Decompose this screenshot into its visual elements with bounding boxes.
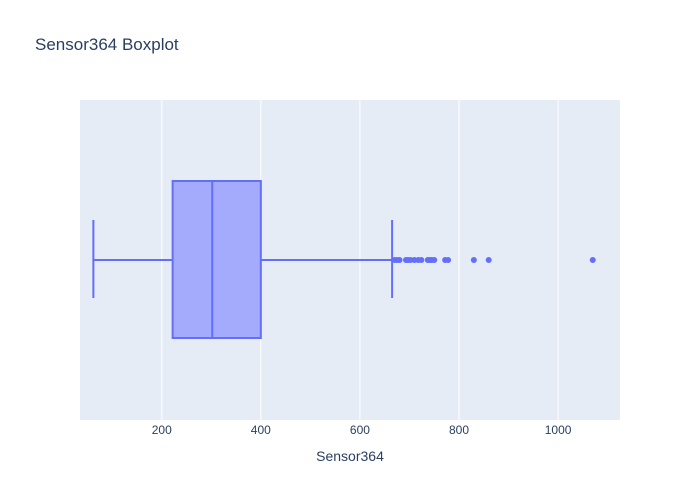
box-trace[interactable]	[92, 180, 394, 339]
outlier-point	[589, 257, 596, 263]
x-tick-labels: 200 400 600 800 1000	[152, 423, 572, 437]
x-axis-label: Sensor364	[316, 448, 384, 464]
x-tick-400: 400	[251, 423, 271, 437]
x-tick-1000: 1000	[545, 423, 572, 437]
outlier-point	[418, 257, 425, 263]
outlier-point	[396, 257, 403, 263]
chart-title: Sensor364 Boxplot	[35, 35, 179, 54]
outlier-point	[470, 257, 477, 263]
iqr-box	[171, 180, 262, 339]
outlier-point	[431, 257, 438, 263]
x-tick-800: 800	[449, 423, 469, 437]
outlier-point	[445, 257, 452, 263]
outlier-point	[485, 257, 492, 263]
x-tick-600: 600	[350, 423, 370, 437]
outlier-points[interactable]	[391, 257, 596, 263]
x-tick-200: 200	[152, 423, 172, 437]
